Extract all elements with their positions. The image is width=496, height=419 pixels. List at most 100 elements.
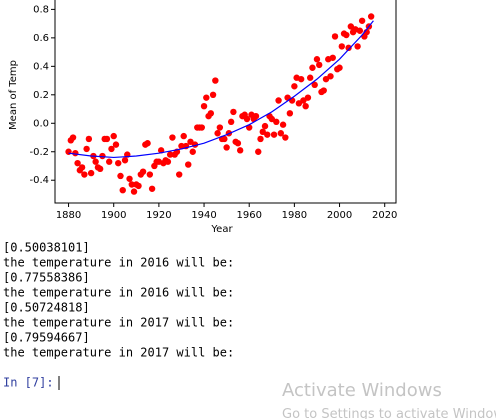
scatter-point bbox=[146, 171, 154, 178]
scatter-point bbox=[214, 130, 221, 137]
scatter-point bbox=[282, 134, 289, 141]
y-tick-label: 0.2 bbox=[33, 90, 49, 101]
x-tick-label: 2000 bbox=[327, 210, 352, 221]
scatter-point bbox=[207, 110, 215, 117]
scatter-point bbox=[230, 108, 237, 116]
scatter-point bbox=[185, 161, 192, 168]
y-axis-label: Mean of Temp bbox=[8, 60, 19, 130]
scatter-point bbox=[354, 43, 361, 50]
scatter-point bbox=[81, 171, 88, 178]
scatter-point bbox=[270, 131, 278, 138]
output-line: [0.79594667] bbox=[3, 331, 90, 345]
scatter-point bbox=[255, 148, 262, 155]
scatter-point bbox=[119, 186, 126, 194]
scatter-point bbox=[221, 135, 228, 143]
output-line: [0.50724818] bbox=[3, 301, 90, 315]
fit-line bbox=[68, 20, 374, 159]
scatter-point bbox=[227, 118, 235, 126]
watermark-title: Activate Windows bbox=[282, 380, 442, 401]
scatter-point bbox=[99, 152, 106, 160]
scatter-point bbox=[358, 17, 366, 24]
x-axis-label: Year bbox=[210, 224, 233, 235]
scatter-point bbox=[209, 91, 217, 99]
scatter-point bbox=[121, 157, 129, 164]
output-line: the temperature in 2017 will be: bbox=[3, 316, 234, 330]
x-tick-label: 1920 bbox=[146, 210, 171, 221]
scatter-point bbox=[331, 33, 339, 40]
input-prompt: In [7]: bbox=[3, 376, 54, 390]
scatter-point bbox=[148, 185, 156, 192]
x-tick-label: 2020 bbox=[372, 210, 397, 221]
axes-frame bbox=[54, 0, 397, 204]
scatter-point bbox=[169, 134, 176, 141]
scatter-point bbox=[176, 171, 183, 178]
scatter-point bbox=[216, 124, 224, 131]
scatter-point bbox=[345, 44, 352, 52]
x-tick-label: 1940 bbox=[191, 210, 216, 221]
scatter-point bbox=[112, 141, 120, 148]
x-tick-label: 1880 bbox=[56, 210, 81, 221]
scatter-point bbox=[273, 118, 280, 126]
output-line: the temperature in 2016 will be: bbox=[3, 256, 234, 270]
scatter-point bbox=[198, 124, 205, 131]
scatter-point bbox=[264, 131, 271, 138]
y-tick-label: 0.0 bbox=[33, 118, 49, 129]
chart: -0.4 -0.2 0.0 0.2 0.4 0.6 0.8 1880 1900 1920 1940 1… bbox=[29, 0, 397, 221]
scatter-point bbox=[117, 172, 124, 180]
output-line: the temperature in 2016 will be: bbox=[3, 286, 234, 300]
scatter-point bbox=[309, 64, 316, 71]
scatter-point bbox=[110, 132, 117, 140]
y-tick-label: 0.6 bbox=[33, 33, 49, 44]
scatter-point bbox=[236, 147, 244, 154]
scatter-point bbox=[135, 182, 142, 190]
output-line: the temperature in 2017 will be: bbox=[3, 346, 234, 360]
y-tick-label: 0.8 bbox=[33, 4, 49, 15]
output-line: [0.50038101] bbox=[3, 241, 90, 255]
scatter-point bbox=[103, 135, 111, 143]
scatter-point bbox=[234, 140, 242, 147]
scatter-point bbox=[336, 64, 343, 71]
scatter-point bbox=[316, 61, 323, 69]
scatter-point bbox=[279, 121, 287, 128]
scatter-point bbox=[144, 140, 151, 147]
scatter-point bbox=[166, 151, 174, 158]
scatter-point bbox=[223, 144, 230, 151]
y-tick-label: -0.4 bbox=[29, 175, 49, 186]
watermark-subtitle: Go to Settings to activate Windows. bbox=[282, 407, 496, 419]
scatter-point bbox=[139, 168, 147, 175]
x-tick-label: 1960 bbox=[236, 210, 261, 221]
scatter-point bbox=[203, 94, 210, 101]
scatter-point bbox=[180, 132, 187, 140]
output-line: [0.77558386] bbox=[3, 271, 90, 285]
x-tick-label: 1980 bbox=[282, 210, 307, 221]
scatter-point bbox=[311, 81, 318, 89]
scatter-point bbox=[286, 110, 294, 117]
scatter-point bbox=[320, 87, 327, 94]
scatter-point bbox=[257, 135, 264, 143]
scatter-point bbox=[96, 165, 104, 173]
scatter-point bbox=[130, 188, 138, 195]
scatter-point bbox=[87, 169, 95, 177]
scatter-point bbox=[302, 102, 309, 110]
scatter-point bbox=[304, 94, 312, 101]
scatter-point bbox=[189, 148, 196, 155]
scatter-point bbox=[261, 122, 269, 130]
scatter-point bbox=[78, 164, 86, 171]
scatter-point bbox=[115, 159, 122, 167]
scatter-point bbox=[128, 181, 135, 188]
scatter-point bbox=[105, 158, 113, 165]
scatter-point bbox=[275, 97, 282, 104]
scatter-point bbox=[291, 83, 298, 90]
scatter-point bbox=[306, 74, 314, 81]
y-tick-label: -0.2 bbox=[29, 147, 49, 158]
scatter-point bbox=[164, 158, 172, 165]
scatter-point bbox=[243, 115, 251, 123]
scatter-point bbox=[69, 134, 77, 141]
scatter-point bbox=[367, 13, 375, 20]
scatter-point bbox=[343, 31, 350, 39]
x-tick-label: 1900 bbox=[101, 210, 126, 221]
scatter-point bbox=[92, 158, 99, 165]
scatter-point bbox=[313, 56, 321, 63]
scatter-point bbox=[200, 102, 208, 110]
